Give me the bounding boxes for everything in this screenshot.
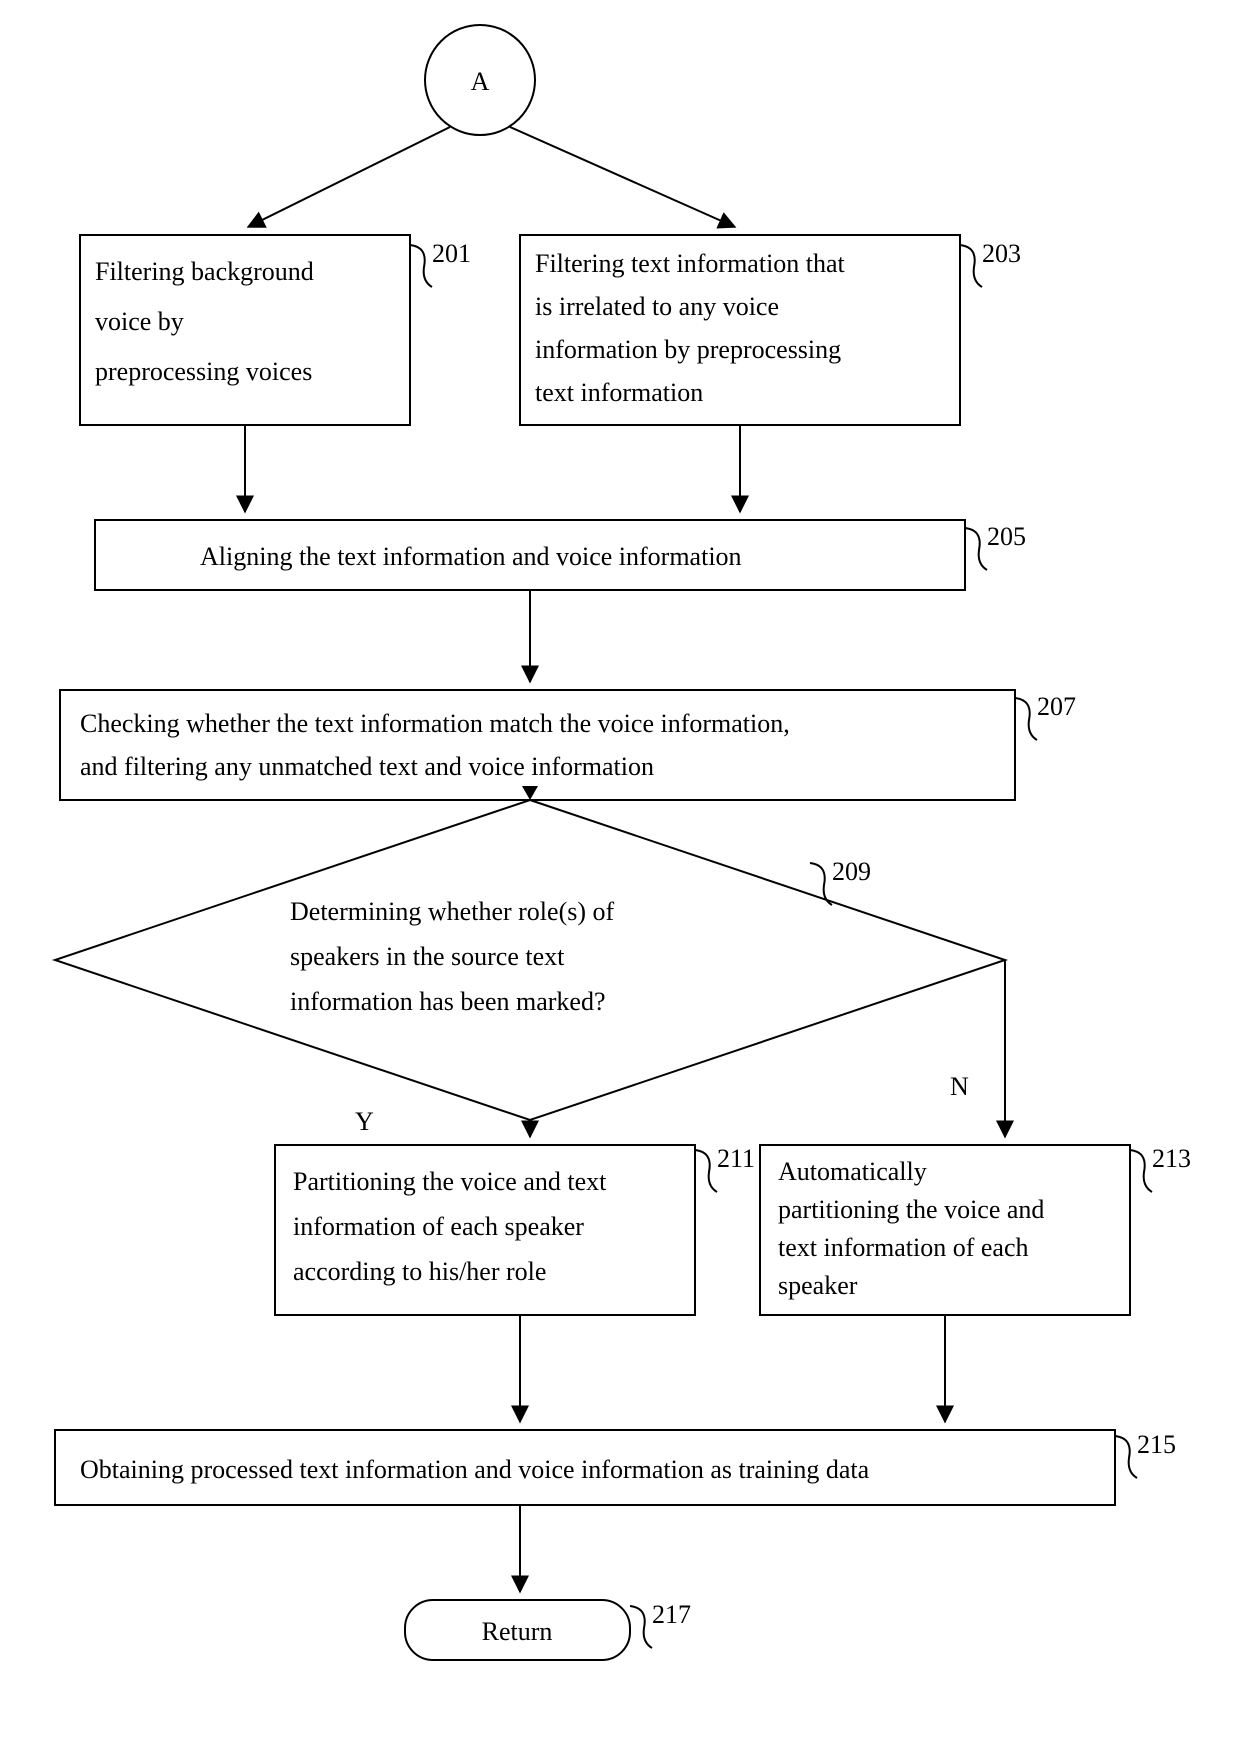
- svg-text:Obtaining processed text infor: Obtaining processed text information and…: [80, 1455, 870, 1484]
- ref-label: 215: [1137, 1430, 1176, 1459]
- node-215: Obtaining processed text information and…: [55, 1430, 1176, 1505]
- ref-hook: [1115, 1436, 1137, 1478]
- node-211: Partitioning the voice and text informat…: [275, 1144, 755, 1315]
- svg-text:Filtering background: Filtering background: [95, 257, 314, 286]
- ref-hook: [960, 245, 982, 287]
- svg-text:and filtering any unmatched te: and filtering any unmatched text and voi…: [80, 752, 654, 781]
- svg-text:Partitioning the voice and tex: Partitioning the voice and text: [293, 1167, 607, 1196]
- svg-text:speaker: speaker: [778, 1271, 858, 1300]
- svg-text:text information of each: text information of each: [778, 1233, 1029, 1262]
- svg-text:according to his/her role: according to his/her role: [293, 1257, 546, 1286]
- flowchart: A Filtering background voice by preproce…: [0, 0, 1240, 1739]
- ref-label: 209: [832, 857, 871, 886]
- svg-text:information of each speaker: information of each speaker: [293, 1212, 584, 1241]
- node-217: Return 217: [405, 1600, 691, 1660]
- branch-yes-label: Y: [355, 1107, 374, 1136]
- node-start: A: [425, 25, 535, 135]
- svg-text:text information: text information: [535, 378, 703, 407]
- ref-label: 205: [987, 522, 1026, 551]
- node-203: Filtering text information that is irrel…: [520, 235, 1021, 425]
- start-label: A: [471, 67, 490, 96]
- svg-text:Return: Return: [482, 1617, 553, 1646]
- ref-hook: [1015, 698, 1037, 740]
- ref-hook: [410, 245, 432, 287]
- node-207: Checking whether the text information ma…: [60, 690, 1076, 800]
- svg-text:is irrelated to any vo: is irrelated to any voice: [535, 292, 779, 321]
- svg-text:voice by: voice by: [95, 307, 184, 336]
- svg-text:Filtering text information: Filtering text information that: [535, 249, 846, 278]
- ref-label: 201: [432, 239, 471, 268]
- branch-no-label: N: [950, 1072, 969, 1101]
- node-209: Determining whether role(s) of speakers …: [55, 800, 1005, 1120]
- svg-text:information by preprocessing: information by preprocessing: [535, 335, 841, 364]
- svg-text:speakers in the sourc: speakers in the source text: [290, 942, 565, 971]
- edge: [248, 127, 450, 227]
- node-205: Aligning the text information and voice …: [95, 520, 1026, 590]
- edge: [510, 127, 735, 227]
- ref-label: 213: [1152, 1144, 1191, 1173]
- ref-label: 207: [1037, 692, 1076, 721]
- ref-hook: [1130, 1150, 1152, 1192]
- svg-text:Determining whether role(s: Determining whether role(s) of: [290, 897, 615, 926]
- ref-hook: [695, 1150, 717, 1192]
- svg-text:partitioning the voice and: partitioning the voice and: [778, 1195, 1044, 1224]
- svg-text:preprocessing voices: preprocessing voices: [95, 357, 312, 386]
- svg-text:Aligning the text information: Aligning the text information and voice …: [200, 542, 742, 571]
- arrowhead: [522, 786, 538, 800]
- node-201: Filtering background voice by preprocess…: [80, 235, 471, 425]
- ref-label: 203: [982, 239, 1021, 268]
- svg-text:Automatically: Automatically: [778, 1157, 927, 1186]
- ref-hook: [965, 528, 987, 570]
- svg-text:Checking whether the text info: Checking whether the text information ma…: [80, 709, 790, 738]
- ref-hook: [630, 1606, 652, 1648]
- node-213: Automatically partitioning the voice and…: [760, 1144, 1191, 1315]
- ref-label: 217: [652, 1600, 691, 1629]
- ref-label: 211: [717, 1144, 755, 1173]
- svg-text:information has been marked?: information has been marked?: [290, 987, 606, 1016]
